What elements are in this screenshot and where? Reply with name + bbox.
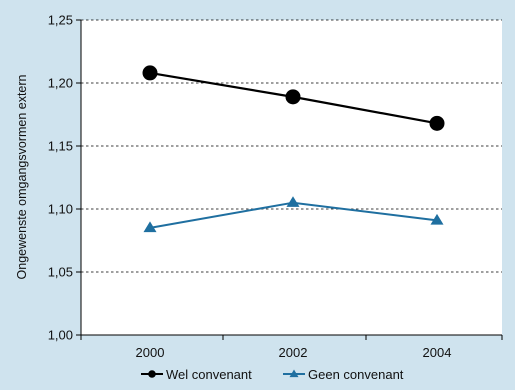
grid-lines	[81, 19, 502, 273]
data-point	[285, 89, 301, 105]
legend-label: Wel convenant	[166, 367, 252, 382]
data-point	[143, 221, 157, 233]
x-tick-label: 2002	[279, 345, 308, 360]
legend-label: Geen convenant	[308, 367, 404, 382]
series-1	[142, 65, 445, 131]
y-tick-label: 1,05	[48, 265, 73, 280]
legend-item: Wel convenant	[141, 367, 252, 382]
legend-marker	[148, 370, 156, 378]
y-axis-title: Ongewenste omgangsvormen extern	[15, 74, 29, 279]
data-point	[430, 213, 444, 225]
y-tick-label: 1,15	[48, 139, 73, 154]
y-tick-label: 1,25	[48, 13, 73, 28]
x-tick-label: 2004	[423, 345, 452, 360]
x-axis-ticks: 2000 2002 2004	[80, 335, 503, 360]
y-axis-ticks: 1,00 1,05 1,10 1,15 1,20 1,25	[48, 13, 81, 343]
y-tick-label: 1,20	[48, 76, 73, 91]
plot-area	[81, 20, 502, 335]
legend-item: Geen convenant	[283, 367, 404, 382]
legend: Wel convenant Geen convenant	[141, 367, 404, 382]
y-tick-label: 1,00	[48, 328, 73, 343]
x-tick-label: 2000	[136, 345, 165, 360]
series-2	[143, 196, 444, 233]
axes	[80, 20, 502, 336]
series	[142, 65, 445, 233]
data-point	[142, 65, 158, 81]
data-point	[286, 196, 300, 207]
y-tick-label: 1,10	[48, 202, 73, 217]
data-point	[429, 115, 445, 131]
legend-marker	[289, 369, 299, 378]
